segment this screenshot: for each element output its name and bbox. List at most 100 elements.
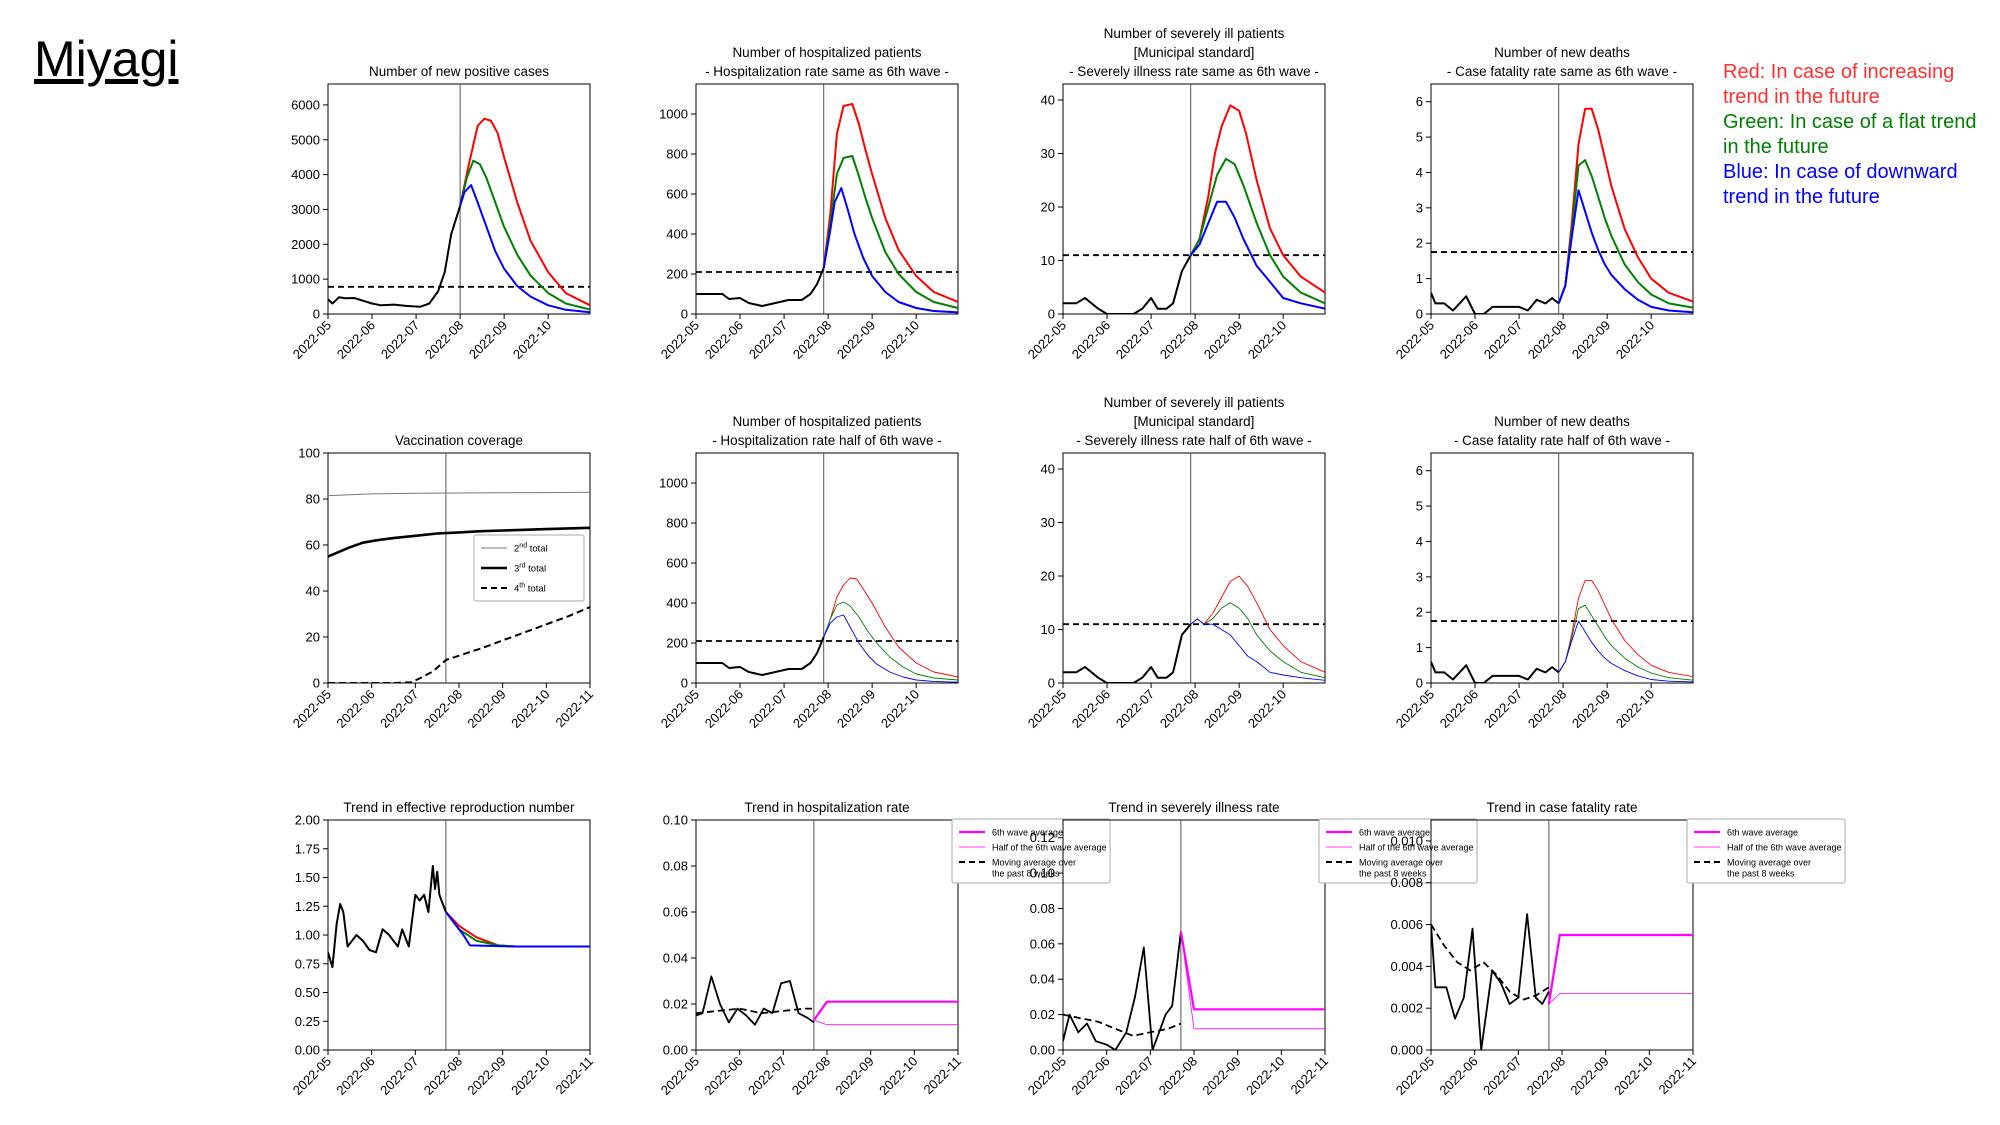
legend-label: Moving average over [992,858,1076,868]
chart-title-line: - Hospitalization rate same as 6th wave … [705,64,949,79]
y-tick-label: 0 [681,676,688,691]
x-tick-label: 2022-10 [878,687,922,731]
x-tick-label: 2022-06 [1437,687,1481,731]
legend-label: Half of the 6th wave average [1359,843,1474,853]
x-tick-label: 2022-07 [746,687,790,731]
x-tick-label: 2022-07 [377,687,421,731]
y-tick-label: 1000 [291,272,320,287]
x-tick-label: 2022-08 [1156,1054,1200,1098]
y-tick-label: 0 [1416,676,1423,691]
x-tick-label: 2022-06 [1069,318,1113,362]
y-tick-label: 30 [1041,515,1055,530]
series-line-2 [328,606,590,683]
y-tick-label: 0.02 [1030,1007,1055,1022]
chart-title-line: - Case fatality rate half of 6th wave - [1454,433,1670,448]
x-tick-label: 2022-07 [745,1054,789,1098]
y-tick-label: 40 [1041,462,1055,477]
y-tick-label: 1 [1416,271,1423,286]
x-tick-label: 2022-05 [658,318,702,362]
y-tick-label: 20 [1041,569,1055,584]
page-title: Miyagi [34,31,179,87]
series-line-1 [823,577,958,678]
legend-label: 6th wave average [992,828,1063,838]
y-tick-label: 0.006 [1390,917,1423,932]
y-tick-label: 0 [1048,307,1055,322]
y-tick-label: 400 [666,596,688,611]
x-tick-label: 2022-10 [510,318,554,362]
legend-label: Moving average over [1359,858,1443,868]
y-tick-label: 0.75 [295,956,320,971]
legend-label: 3rd total [514,563,546,575]
legend-label: 4th total [514,583,546,595]
y-tick-label: 1.00 [295,928,320,943]
legend-label: the past 8 weeks [1359,869,1427,879]
y-tick-label: 6 [1416,94,1423,109]
x-tick-label: 2022-07 [1480,1054,1524,1098]
x-tick-label: 2022-08 [790,687,834,731]
x-tick-label: 2022-10 [1613,687,1657,731]
y-tick-label: 1000 [659,107,688,122]
y-tick-label: 0.25 [295,1014,320,1029]
y-tick-label: 800 [666,516,688,531]
x-tick-label: 2022-07 [1113,318,1157,362]
y-tick-label: 0.50 [295,985,320,1000]
series-line-3 [1557,189,1693,314]
plot-frame [1062,452,1326,684]
legend-label: 6th wave average [1727,828,1798,838]
y-tick-label: 4000 [291,167,320,182]
plot-frame [695,819,959,1051]
y-tick-label: 200 [666,636,688,651]
series-line-3 [822,187,958,314]
y-tick-label: 40 [306,584,320,599]
x-tick-label: 2022-09 [1567,1054,1611,1098]
y-tick-label: 0.06 [663,905,688,920]
series-line-0 [328,205,462,308]
chart-title-line: Trend in hospitalization rate [744,800,909,815]
series-line-0 [696,636,825,676]
y-tick-label: 0 [1048,676,1055,691]
chart-title-line: Trend in severely illness rate [1108,800,1279,815]
chart-severehalf: Number of severely ill patients [Municipa… [1025,395,1326,731]
chart-hosphalf: Number of hospitalized patients - Hospita… [658,414,959,731]
legend-label: 2nd total [514,543,548,555]
chart-title-line: Number of hospitalized patients [732,414,921,429]
plot-frame [1430,452,1694,684]
series-line-3 [1180,931,1325,1030]
y-tick-label: 6 [1416,463,1423,478]
series-line-1 [1189,104,1325,294]
y-tick-label: 5 [1416,130,1423,145]
x-tick-label: 2022-05 [1025,318,1069,362]
x-tick-label: 2022-05 [290,318,334,362]
y-tick-label: 2 [1416,605,1423,620]
chart-title-line: - Severely illness rate half of 6th wave… [1076,433,1312,448]
x-tick-label: 2022-09 [464,687,508,731]
x-tick-label: 2022-07 [378,318,422,362]
x-tick-label: 2022-05 [1025,1054,1069,1098]
series-line-1 [822,103,958,303]
y-tick-label: 0.00 [1030,1043,1055,1058]
x-tick-label: 2022-05 [290,1054,334,1098]
series-line-1 [1557,107,1693,304]
x-tick-label: 2022-10 [508,687,552,731]
x-tick-label: 2022-11 [920,1054,964,1098]
y-tick-label: 0.04 [1030,972,1055,987]
x-tick-label: 2022-10 [878,318,922,362]
series-line-3 [445,911,590,948]
x-tick-label: 2022-06 [1436,1054,1480,1098]
legend-label: Moving average over [1727,858,1811,868]
chart-title-line: - Case fatality rate same as 6th wave - [1447,64,1677,79]
x-tick-label: 2022-07 [1481,318,1525,362]
x-tick-label: 2022-10 [876,1054,920,1098]
x-tick-label: 2022-05 [1025,687,1069,731]
x-tick-label: 2022-11 [552,687,596,731]
legend-note-blue: Blue: In case of downward trend in the f… [1723,161,1958,208]
x-tick-label: 2022-08 [1157,687,1201,731]
y-tick-label: 2000 [291,237,320,252]
x-tick-label: 2022-08 [790,318,834,362]
legend-note-green: Green: In case of a flat trend in the fu… [1723,111,1977,158]
x-tick-label: 2022-09 [464,1054,508,1098]
y-tick-label: 1 [1416,640,1423,655]
y-tick-label: 0.04 [663,951,688,966]
y-tick-label: 100 [298,446,320,461]
